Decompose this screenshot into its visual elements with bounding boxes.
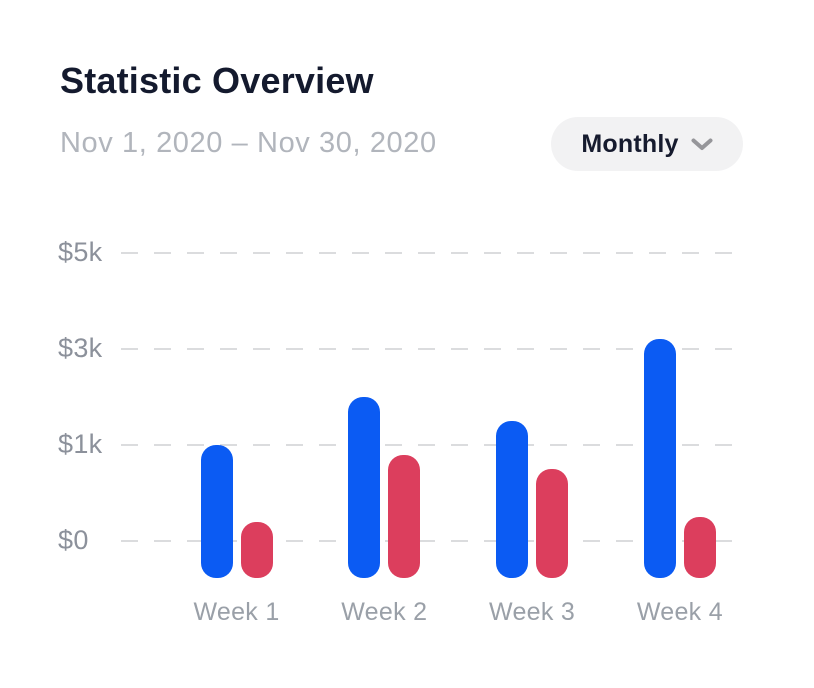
x-axis-tick-label: Week 2 (341, 598, 428, 626)
x-axis-tick-label: Week 3 (489, 598, 576, 626)
bar-red-week-2 (388, 454, 421, 578)
y-axis-tick-label: $0 (58, 525, 89, 555)
chevron-down-icon (691, 138, 713, 150)
y-axis-tick-label: $3k (58, 333, 103, 363)
date-range: Nov 1, 2020 – Nov 30, 2020 (60, 127, 437, 159)
gridline (121, 348, 744, 350)
bar-blue-week-3 (496, 421, 529, 578)
gridline (121, 444, 744, 446)
period-dropdown[interactable]: Monthly (551, 117, 743, 171)
bar-red-week-1 (240, 521, 273, 578)
x-axis-tick-label: Week 4 (636, 598, 723, 626)
y-axis-tick-label: $1k (58, 429, 103, 459)
gridline (121, 540, 744, 542)
period-dropdown-label: Monthly (581, 129, 679, 158)
page-title: Statistic Overview (60, 60, 374, 101)
x-axis-tick-label: Week 1 (193, 598, 280, 626)
bar-red-week-3 (536, 469, 569, 578)
y-axis-tick-label: $5k (58, 237, 103, 267)
bar-blue-week-2 (348, 397, 381, 578)
bar-blue-week-4 (643, 339, 676, 578)
bar-blue-week-1 (200, 445, 233, 578)
bar-red-week-4 (683, 517, 716, 578)
gridline (121, 252, 744, 254)
